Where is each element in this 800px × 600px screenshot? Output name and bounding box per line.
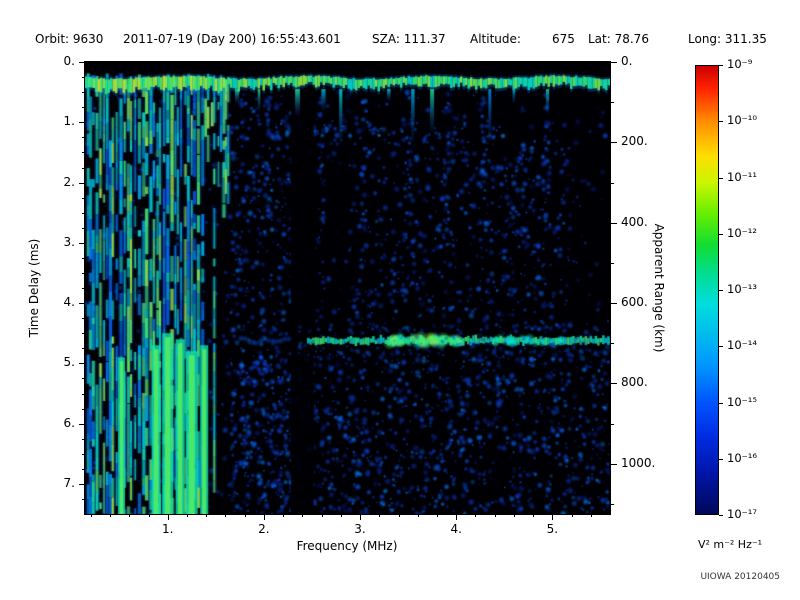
y2-tick-label: 1000. bbox=[621, 455, 656, 470]
y2-tick-label: 800. bbox=[621, 375, 648, 390]
colorbar-tick-mark bbox=[719, 458, 723, 460]
header-sza: SZA: 111.37 bbox=[372, 32, 446, 46]
y-tick-label: 3. bbox=[63, 234, 75, 249]
y2-tick-mark bbox=[611, 303, 617, 305]
header-altitude-value: 675 bbox=[552, 32, 575, 46]
y2-tick-mark bbox=[611, 222, 617, 224]
y2-minor-tick bbox=[611, 102, 614, 104]
credit-label: UIOWA 20120405 bbox=[700, 572, 780, 582]
y-tick-label: 0. bbox=[63, 54, 75, 68]
x-tick-label: 5. bbox=[546, 522, 559, 536]
header-datetime: 2011-07-19 (Day 200) 16:55:43.601 bbox=[123, 32, 341, 46]
colorbar-unit-label: V² m⁻² Hz⁻¹ bbox=[697, 538, 763, 551]
y-tick-label: 7. bbox=[63, 475, 75, 490]
y2-minor-tick bbox=[611, 504, 614, 505]
x-axis-title: Frequency (MHz) bbox=[296, 539, 398, 553]
colorbar-tick-label: 10⁻¹⁷ bbox=[727, 507, 757, 521]
x-tick-label: 2. bbox=[258, 522, 270, 536]
y2-tick-label: 200. bbox=[621, 134, 648, 149]
x-tick-label: 4. bbox=[450, 522, 462, 536]
colorbar-tick-label: 10⁻¹¹ bbox=[727, 169, 757, 184]
y2-tick-mark bbox=[611, 62, 617, 63]
y-axis-title: Time Delay (ms) bbox=[27, 238, 41, 338]
header-altitude-label: Altitude: bbox=[470, 32, 521, 46]
colorbar-tick-mark bbox=[719, 290, 723, 291]
colorbar bbox=[695, 65, 719, 515]
y2-minor-tick bbox=[611, 262, 614, 264]
x-tick-label: 1. bbox=[161, 522, 174, 536]
y-tick-label: 5. bbox=[63, 355, 75, 370]
colorbar-tick-mark bbox=[719, 402, 723, 404]
y2-tick-mark bbox=[611, 463, 617, 465]
colorbar-tick-mark bbox=[719, 346, 723, 348]
y-tick-label: 6. bbox=[63, 415, 75, 430]
y-tick-label: 1. bbox=[63, 114, 75, 129]
header-long: Long: 311.35 bbox=[688, 32, 767, 46]
y2-minor-tick bbox=[611, 343, 614, 345]
y2-tick-mark bbox=[611, 142, 617, 144]
y2-tick-label: 0. bbox=[621, 54, 633, 68]
colorbar-tick-label: 10⁻¹⁴ bbox=[727, 338, 757, 353]
colorbar-tick-label: 10⁻⁹ bbox=[727, 57, 753, 71]
colorbar-tick-label: 10⁻¹⁵ bbox=[727, 394, 757, 409]
header-lat: Lat: 78.76 bbox=[588, 32, 649, 46]
header-orbit: Orbit: 9630 bbox=[35, 32, 104, 46]
colorbar-tick-label: 10⁻¹⁶ bbox=[727, 450, 757, 465]
y-tick-label: 4. bbox=[63, 295, 75, 310]
y-tick-label: 2. bbox=[63, 174, 75, 189]
colorbar-tick-mark bbox=[719, 121, 723, 123]
colorbar-tick-mark bbox=[719, 65, 723, 66]
y2-tick-mark bbox=[611, 383, 617, 385]
y2-minor-tick bbox=[611, 423, 614, 425]
colorbar-tick-label: 10⁻¹³ bbox=[727, 282, 757, 296]
colorbar-tick-label: 10⁻¹⁰ bbox=[727, 113, 757, 128]
colorbar-tick-mark bbox=[719, 515, 723, 516]
x-tick-label: 3. bbox=[354, 522, 366, 536]
colorbar-tick-mark bbox=[719, 233, 723, 235]
y2-axis-title: Apparent Range (km) bbox=[652, 223, 666, 353]
colorbar-tick-label: 10⁻¹² bbox=[727, 225, 757, 240]
colorbar-tick-mark bbox=[719, 177, 723, 179]
spectrogram-canvas bbox=[84, 61, 611, 515]
y2-minor-tick bbox=[611, 182, 614, 184]
